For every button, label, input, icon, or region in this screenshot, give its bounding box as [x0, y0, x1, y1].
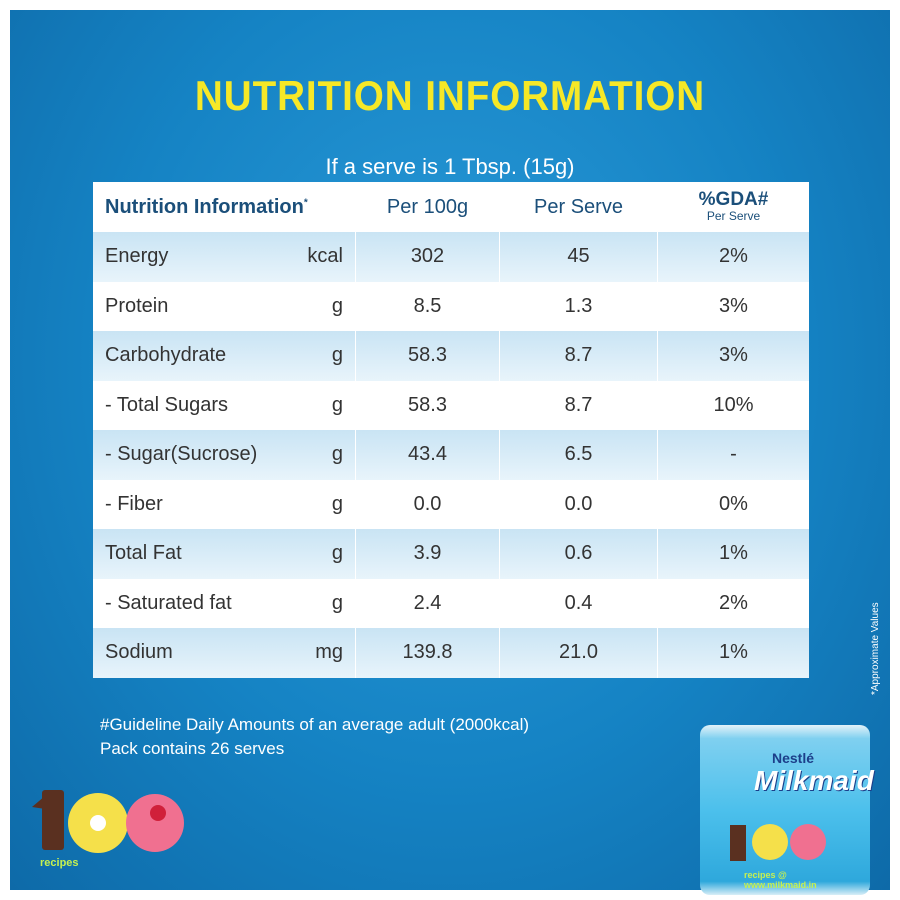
nutrition-panel: NUTRITION INFORMATION If a serve is 1 Tb…	[10, 10, 890, 895]
nutrient-name: Protein	[105, 294, 169, 317]
nutrient-unit: mg	[315, 641, 343, 664]
footnote-gda: #Guideline Daily Amounts of an average a…	[100, 715, 530, 734]
nutrient-name: - Total Sugars	[105, 393, 229, 416]
per-serve-value: 1.3	[499, 281, 657, 331]
recipes-100-logo: recipes	[30, 785, 190, 880]
per-serve-value: 8.7	[499, 380, 657, 430]
nutrient-name: Energy	[105, 245, 169, 268]
nutrient-name: - Sugar(Sucrose)	[105, 443, 258, 466]
per100-value: 0.0	[355, 479, 499, 529]
can-url: recipes @ www.milkmaid.in	[744, 870, 817, 890]
per-serve-value: 0.6	[499, 529, 657, 579]
page-title: NUTRITION INFORMATION	[194, 72, 706, 119]
gda-value: 10%	[657, 380, 809, 430]
per100-value: 8.5	[355, 281, 499, 331]
per100-value: 58.3	[355, 331, 499, 381]
table-row: - Sugar(Sucrose) g 43.4 6.5 -	[93, 430, 809, 480]
table-row: Total Fat g 3.9 0.6 1%	[93, 529, 809, 579]
header-name: Nutrition Information*	[105, 195, 308, 218]
header-gda: %GDA# Per Serve	[657, 182, 809, 232]
nutrient-name: Sodium	[105, 641, 173, 664]
header-per-serve: Per Serve	[499, 182, 657, 232]
footnotes: #Guideline Daily Amounts of an average a…	[100, 713, 529, 761]
nutrient-unit: g	[331, 294, 343, 317]
gda-value: 2%	[657, 232, 809, 282]
table-header: Nutrition Information* Per 100g Per Serv…	[93, 182, 809, 232]
serving-size: If a serve is 1 Tbsp. (15g)	[325, 154, 575, 179]
nutrient-unit: g	[331, 492, 343, 515]
per-serve-value: 8.7	[499, 331, 657, 381]
per-serve-value: 0.4	[499, 578, 657, 628]
nutrition-table: Nutrition Information* Per 100g Per Serv…	[93, 182, 809, 678]
gda-value: 2%	[657, 578, 809, 628]
gda-value: 3%	[657, 331, 809, 381]
table-row: Sodium mg 139.8 21.0 1%	[93, 628, 809, 678]
gda-value: 0%	[657, 479, 809, 529]
per100-value: 302	[355, 232, 499, 282]
gda-value: 3%	[657, 281, 809, 331]
table-row: - Saturated fat g 2.4 0.4 2%	[93, 578, 809, 628]
table-row: Carbohydrate g 58.3 8.7 3%	[93, 331, 809, 381]
nutrient-name: Total Fat	[105, 542, 182, 565]
gda-value: 1%	[657, 529, 809, 579]
nutrient-name: - Fiber	[105, 492, 163, 515]
per100-value: 3.9	[355, 529, 499, 579]
can-brand-top: Nestlé	[772, 750, 815, 766]
approximate-note: *Approximate Values	[870, 602, 881, 695]
header-per100: Per 100g	[355, 182, 499, 232]
nutrient-unit: g	[331, 542, 343, 565]
nutrient-name: - Saturated fat	[105, 591, 232, 614]
nutrient-unit: g	[331, 591, 343, 614]
table-row: - Fiber g 0.0 0.0 0%	[93, 479, 809, 529]
nutrient-unit: kcal	[307, 245, 343, 268]
table-row: Protein g 8.5 1.3 3%	[93, 281, 809, 331]
nutrient-name: Carbohydrate	[105, 344, 227, 367]
recipes-label: recipes	[40, 857, 79, 869]
nutrient-unit: g	[331, 393, 343, 416]
nutrient-unit: g	[331, 443, 343, 466]
table-row: - Total Sugars g 58.3 8.7 10%	[93, 380, 809, 430]
per-serve-value: 6.5	[499, 430, 657, 480]
per-serve-value: 45	[499, 232, 657, 282]
table-row: Energy kcal 302 45 2%	[93, 232, 809, 282]
gda-value: 1%	[657, 628, 809, 678]
per100-value: 139.8	[355, 628, 499, 678]
per100-value: 58.3	[355, 380, 499, 430]
nutrient-unit: g	[331, 344, 343, 367]
per100-value: 43.4	[355, 430, 499, 480]
can-brand: Milkmaid	[754, 765, 874, 796]
footnote-serves: Pack contains 26 serves	[100, 739, 285, 758]
per100-value: 2.4	[355, 578, 499, 628]
per-serve-value: 0.0	[499, 479, 657, 529]
per-serve-value: 21.0	[499, 628, 657, 678]
gda-value: -	[657, 430, 809, 480]
milkmaid-can: Nestlé Milkmaid recipes @ www.milkmaid.in	[700, 725, 874, 895]
